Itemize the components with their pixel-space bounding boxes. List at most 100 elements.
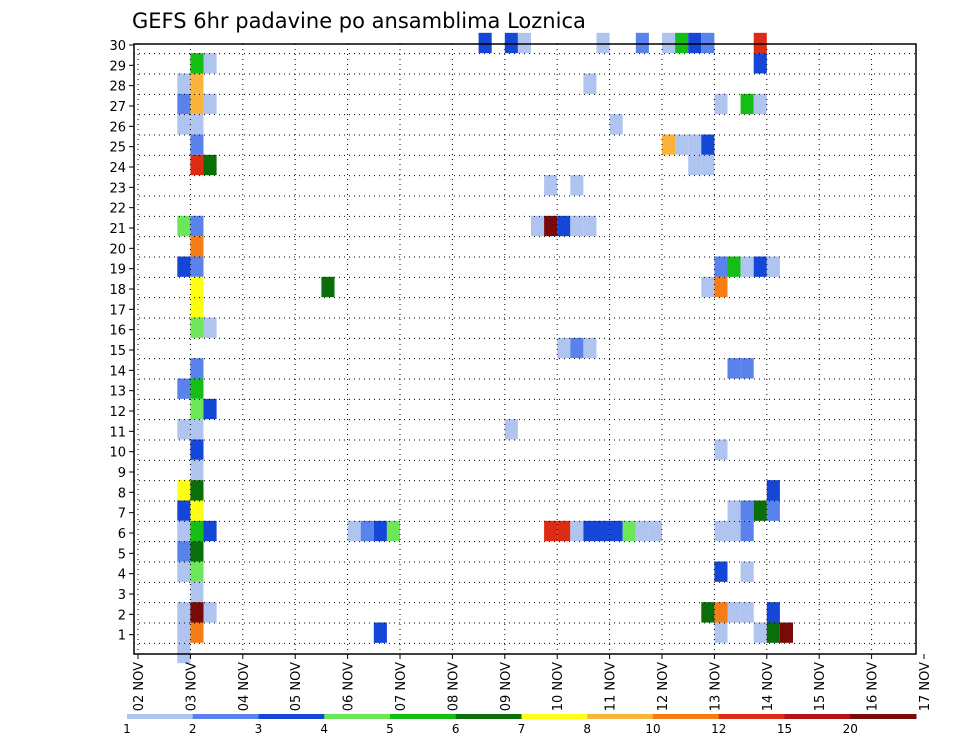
y-tick-label: 17 [109, 303, 126, 318]
heatmap-cell [740, 520, 754, 542]
heatmap-cell [203, 602, 217, 623]
heatmap-cell [177, 500, 191, 521]
heatmap-cell [190, 439, 204, 460]
y-tick-label: 9 [118, 466, 126, 481]
x-tick-label: 03 NOV [184, 662, 199, 711]
heatmap-cell [701, 154, 715, 176]
heatmap-cell [701, 602, 715, 623]
heatmap-cell [321, 276, 335, 298]
heatmap-cell [753, 256, 767, 277]
heatmap-cell [570, 215, 584, 237]
heatmap-cell [177, 419, 191, 440]
plot-frame [133, 43, 917, 655]
heatmap-cell [727, 500, 741, 521]
x-tick-label: 04 NOV [237, 662, 252, 711]
x-tick-label: 12 NOV [656, 662, 671, 711]
y-tick-label: 27 [109, 100, 126, 115]
x-tick-label: 11 NOV [604, 662, 619, 711]
y-tick-label: 14 [109, 364, 126, 379]
heatmap-cell [557, 520, 571, 542]
colorbar-label: 7 [518, 722, 526, 736]
heatmap-cell [190, 93, 204, 115]
colorbar-label: 10 [645, 722, 660, 736]
y-tick-label: 5 [118, 547, 126, 562]
y-tick-label: 21 [109, 222, 126, 237]
colorbar-label: 5 [386, 722, 394, 736]
heatmap-cell [648, 520, 662, 542]
heatmap-cell [727, 256, 741, 277]
heatmap-cell [766, 256, 780, 277]
colorbar-label: 3 [255, 722, 263, 736]
heatmap-cell [190, 541, 204, 562]
colorbar-swatch [653, 714, 720, 719]
y-tick-label: 12 [109, 405, 126, 420]
y-tick-label: 8 [118, 486, 126, 501]
y-tick-label: 28 [109, 80, 126, 95]
heatmap-cell [190, 236, 204, 257]
x-axis-ticks: 02 NOV 03 NOV 04 NOV 05 NOV 06 NOV 07 NOV 08 N… [132, 654, 933, 711]
heatmap-cell [190, 358, 204, 379]
heatmap-cell [753, 500, 767, 521]
heatmap-cell [373, 622, 387, 643]
heatmap-cell [504, 32, 518, 54]
x-tick-label: 17 NOV [918, 662, 933, 711]
y-tick-label: 10 [109, 446, 126, 461]
heatmap-cell [635, 520, 649, 542]
heatmap-cell [190, 480, 204, 501]
heatmap-cell [190, 459, 204, 481]
heatmap-cell [557, 215, 571, 237]
x-tick-label: 16 NOV [866, 662, 881, 711]
heatmap-cell [190, 602, 204, 623]
heatmap-cell [583, 73, 597, 94]
heatmap-cell [190, 317, 204, 338]
heatmap-cell [714, 93, 728, 115]
heatmap-cell [714, 561, 728, 582]
heatmap-cell [714, 602, 728, 623]
heatmap-cell [203, 154, 217, 176]
colorbar-swatch [784, 714, 851, 719]
heatmap-cell [740, 561, 754, 582]
heatmap-cell [740, 602, 754, 623]
heatmap-cell [583, 215, 597, 237]
colorbar-label: 2 [189, 722, 197, 736]
heatmap-cell [701, 32, 715, 54]
heatmap-cell [190, 276, 204, 298]
heatmap-cell [190, 378, 204, 399]
colorbar-label: 20 [843, 722, 858, 736]
x-tick-label: 09 NOV [499, 662, 514, 711]
heatmap-cell [190, 154, 204, 176]
heatmap-cell [373, 520, 387, 542]
colorbar-swatch [258, 714, 325, 719]
y-tick-label: 3 [118, 588, 126, 603]
heatmap-cell [517, 32, 531, 54]
y-tick-label: 26 [109, 120, 126, 135]
heatmap-cell [190, 53, 204, 74]
heatmap-cell [583, 520, 597, 542]
heatmap-cell [544, 520, 558, 542]
heatmap-cell [570, 175, 584, 196]
heatmap-cell [177, 602, 191, 623]
colorbar-swatch [455, 714, 522, 719]
heatmap-cell [177, 642, 191, 664]
y-tick-label: 11 [109, 425, 126, 440]
heatmap-cell [190, 114, 204, 135]
heatmap-cell [753, 53, 767, 74]
y-tick-label: 16 [109, 324, 126, 339]
x-tick-label: 06 NOV [342, 662, 357, 711]
heatmap-cell [190, 561, 204, 582]
heatmap-cell [177, 215, 191, 237]
heatmap-cell [740, 256, 754, 277]
heatmap-cell [753, 622, 767, 643]
colorbar-swatch [587, 714, 654, 719]
colorbar-label: 6 [452, 722, 460, 736]
heatmap-cell [766, 500, 780, 521]
heatmap-cell [177, 256, 191, 277]
y-tick-label: 29 [109, 59, 126, 74]
heatmap-cell [177, 93, 191, 115]
y-tick-label: 13 [109, 385, 126, 400]
x-tick-label: 07 NOV [394, 662, 409, 711]
heatmap-cell [504, 419, 518, 440]
x-tick-label: 08 NOV [446, 662, 461, 711]
chart-title: GEFS 6hr padavine po ansamblima Loznica [132, 9, 586, 33]
heatmap-cell [190, 73, 204, 94]
